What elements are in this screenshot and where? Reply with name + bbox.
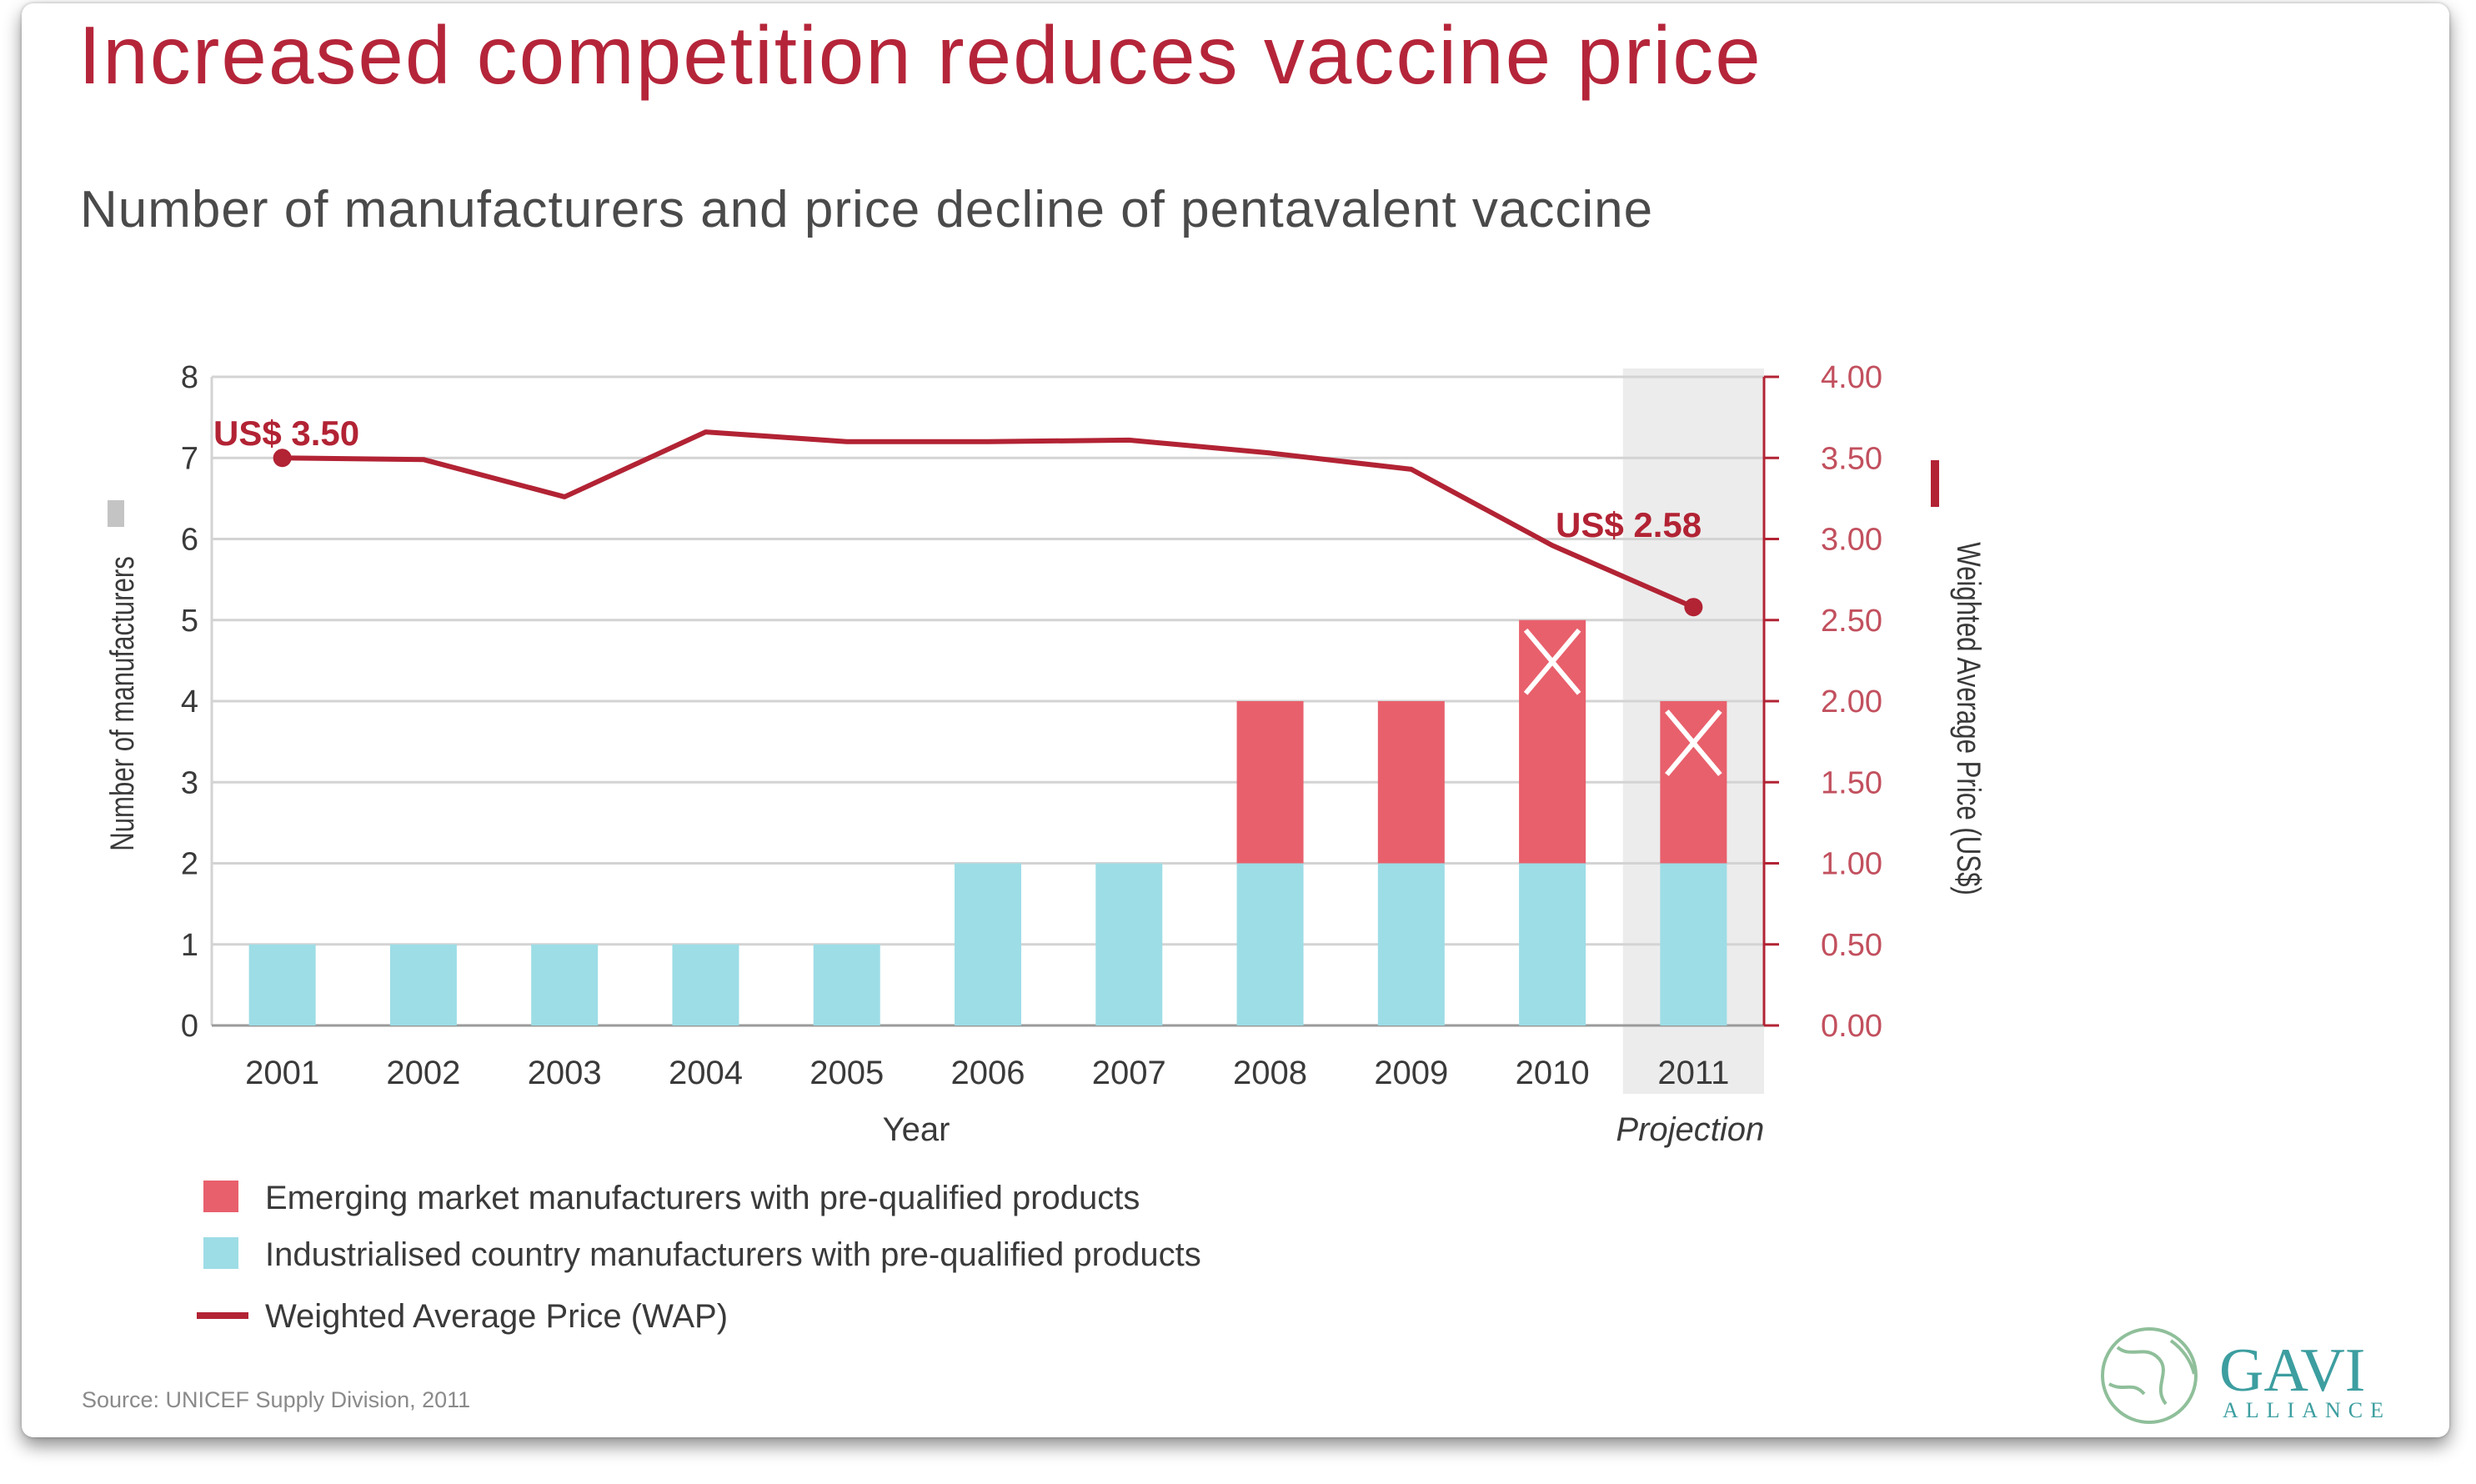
- x-tick-label: 2006: [951, 1055, 1025, 1091]
- chart-subtitle: Number of manufacturers and price declin…: [80, 181, 1654, 238]
- legend-label: Weighted Average Price (WAP): [265, 1298, 728, 1335]
- bar-industrialised-2001: [248, 944, 316, 1025]
- right-tick-label: 0.50: [1821, 928, 1882, 963]
- logo-sub: ALLIANCE: [2223, 1398, 2391, 1422]
- globe-icon: [2101, 1327, 2198, 1424]
- left-tick-label: 6: [181, 523, 198, 558]
- bar-emerging-2009: [1377, 701, 1445, 864]
- chart: US$ 3.50 US$ 2.58 0 1 2 3 4 5 6 7 8 0.00 0.50 1.00 1.…: [103, 360, 1987, 1335]
- y-axis-title: Number of manufacturers: [103, 556, 141, 851]
- bar-industrialised-2011: [1660, 863, 1727, 1025]
- x-tick-label: 2008: [1233, 1055, 1307, 1091]
- right-tick-label: 2.00: [1821, 684, 1882, 719]
- bar-industrialised-2006: [955, 863, 1021, 1025]
- left-tick-label: 8: [181, 360, 198, 395]
- left-tick-label: 4: [181, 684, 198, 719]
- legend-item-3: Weighted Average Price (WAP): [197, 1298, 728, 1335]
- legend-swatch: [203, 1181, 238, 1212]
- x-tick-label: 2002: [386, 1055, 460, 1091]
- x-axis-title: Year: [883, 1111, 950, 1148]
- right-tick-label: 1.50: [1821, 765, 1882, 800]
- bar-industrialised-2009: [1377, 863, 1445, 1025]
- y2-axis-title: Weighted Average Price (US$): [1950, 542, 1987, 895]
- legend-item-1: Emerging market manufacturers with pre-q…: [203, 1180, 1140, 1216]
- left-tick-label: 2: [181, 847, 198, 882]
- annotation-end-price: US$ 2.58: [1556, 505, 1702, 544]
- wap-endpoint-2001: [273, 449, 292, 468]
- bar-cross-mark-2011: [1665, 709, 1722, 776]
- logo-name: GAVI: [2219, 1336, 2365, 1405]
- wap-endpoint-2011: [1684, 598, 1703, 617]
- left-tick-label: 7: [181, 441, 198, 476]
- cross-stroke: [1523, 628, 1581, 695]
- x-tick-label: 2011: [1657, 1055, 1729, 1091]
- annotation-start-price: US$ 3.50: [213, 414, 359, 453]
- legend-label: Emerging market manufacturers with pre-q…: [265, 1180, 1140, 1216]
- x-tick-label: 2009: [1374, 1055, 1448, 1091]
- left-tick-label: 0: [181, 1009, 198, 1044]
- slide: Increased competition reduces vaccine pr…: [22, 3, 2449, 1437]
- slide-title: Increased competition reduces vaccine pr…: [78, 9, 1762, 101]
- source-note: Source: UNICEF Supply Division, 2011: [82, 1387, 471, 1412]
- right-tick-label: 2.50: [1821, 604, 1882, 639]
- left-tick-label: 3: [181, 765, 198, 800]
- right-tick-label: 1.00: [1821, 847, 1882, 882]
- bar-industrialised-2007: [1095, 863, 1163, 1025]
- wap-line: [282, 429, 1695, 609]
- right-tick-label: 4.00: [1821, 360, 1882, 395]
- bar-emerging-2011: [1660, 701, 1727, 864]
- x-tick-label: 2005: [809, 1055, 884, 1091]
- bar-industrialised-2005: [813, 944, 880, 1025]
- right-tick-label: 0.00: [1821, 1009, 1882, 1044]
- bar-cross-mark-2010: [1523, 628, 1581, 695]
- bar-industrialised-2010: [1519, 863, 1586, 1025]
- gavi-logo: GAVI ALLIANCE: [2101, 1327, 2391, 1424]
- bar-industrialised-2003: [531, 944, 599, 1025]
- right-axis-legend-swatch: [1931, 460, 1939, 507]
- x-tick-label: 2010: [1516, 1055, 1590, 1091]
- legend-swatch: [203, 1237, 238, 1269]
- x-tick-label: 2007: [1092, 1055, 1166, 1091]
- left-axis-legend-swatch: [108, 500, 124, 527]
- logo-wordmark: GAVI ALLIANCE: [2219, 1336, 2391, 1422]
- right-tick-label: 3.00: [1821, 523, 1882, 558]
- cross-stroke: [1665, 709, 1722, 776]
- right-tick-label: 3.50: [1821, 441, 1882, 476]
- x-tick-label: 2004: [669, 1055, 743, 1091]
- x-tick-label: 2001: [245, 1055, 319, 1091]
- left-tick-label: 1: [181, 928, 198, 963]
- bar-emerging-2008: [1236, 701, 1304, 864]
- x-tick-label: 2003: [528, 1055, 602, 1091]
- projection-label: Projection: [1616, 1111, 1764, 1148]
- bar-industrialised-2002: [389, 944, 457, 1025]
- legend-item-2: Industrialised country manufacturers wit…: [203, 1236, 1201, 1273]
- left-tick-label: 5: [181, 604, 198, 639]
- legend-label: Industrialised country manufacturers wit…: [265, 1236, 1201, 1273]
- bar-industrialised-2004: [672, 944, 739, 1025]
- bar-emerging-2010: [1519, 619, 1586, 864]
- bar-industrialised-2008: [1236, 863, 1304, 1025]
